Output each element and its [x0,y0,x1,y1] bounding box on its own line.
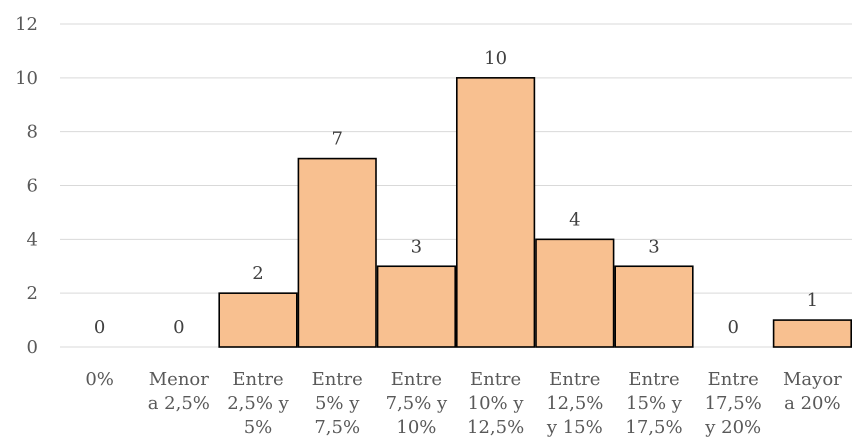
data-label-2: 2 [252,263,263,284]
category-label-5: Entre 10% y 12,5% [467,369,524,438]
data-labels: 0 0 2 7 3 10 4 3 0 1 [94,48,818,338]
category-label-7: Entre 15% y 17,5% [625,369,682,438]
data-label-8: 0 [727,317,738,338]
data-label-1: 0 [173,317,184,338]
data-label-3: 7 [331,129,342,150]
bar-5 [455,77,536,348]
y-tick-label: 4 [27,229,38,250]
bar-2 [218,292,298,348]
y-tick-label: 2 [27,283,38,304]
bar-3 [297,157,377,348]
data-label-5: 10 [484,48,507,69]
category-label-2: Entre 2,5% y 5% [227,369,289,438]
x-axis-categories: 0% Menor a 2,5% Entre 2,5% y 5% Entre 5% y 7,5% E… [85,369,842,438]
category-label-9: Mayor a 20% [783,369,842,414]
category-label-3: Entre 5% y 7,5% [312,369,363,438]
category-label-1: Menor a 2,5% [148,369,210,414]
y-axis-ticks: 0 2 4 6 8 10 12 [15,14,38,358]
y-tick-label: 6 [27,176,38,197]
data-label-9: 1 [807,290,818,311]
y-tick-label: 0 [27,337,38,358]
data-label-0: 0 [94,317,105,338]
bars [218,77,852,348]
y-tick-label: 10 [15,68,38,89]
category-label-4: Entre 7,5% y 10% [386,369,448,438]
category-label-8: Entre 17,5% y 20% [704,369,762,438]
y-tick-label: 12 [15,14,38,35]
category-label-0: 0% [85,369,114,390]
data-label-6: 4 [569,209,580,230]
category-label-6: Entre 12,5% y 15% [546,369,604,438]
bar-7 [614,265,694,348]
data-label-7: 3 [648,236,659,257]
bar-6 [535,238,615,348]
data-label-4: 3 [411,236,422,257]
bar-4 [376,265,457,348]
bar-9 [772,319,852,348]
y-tick-label: 8 [27,122,38,143]
